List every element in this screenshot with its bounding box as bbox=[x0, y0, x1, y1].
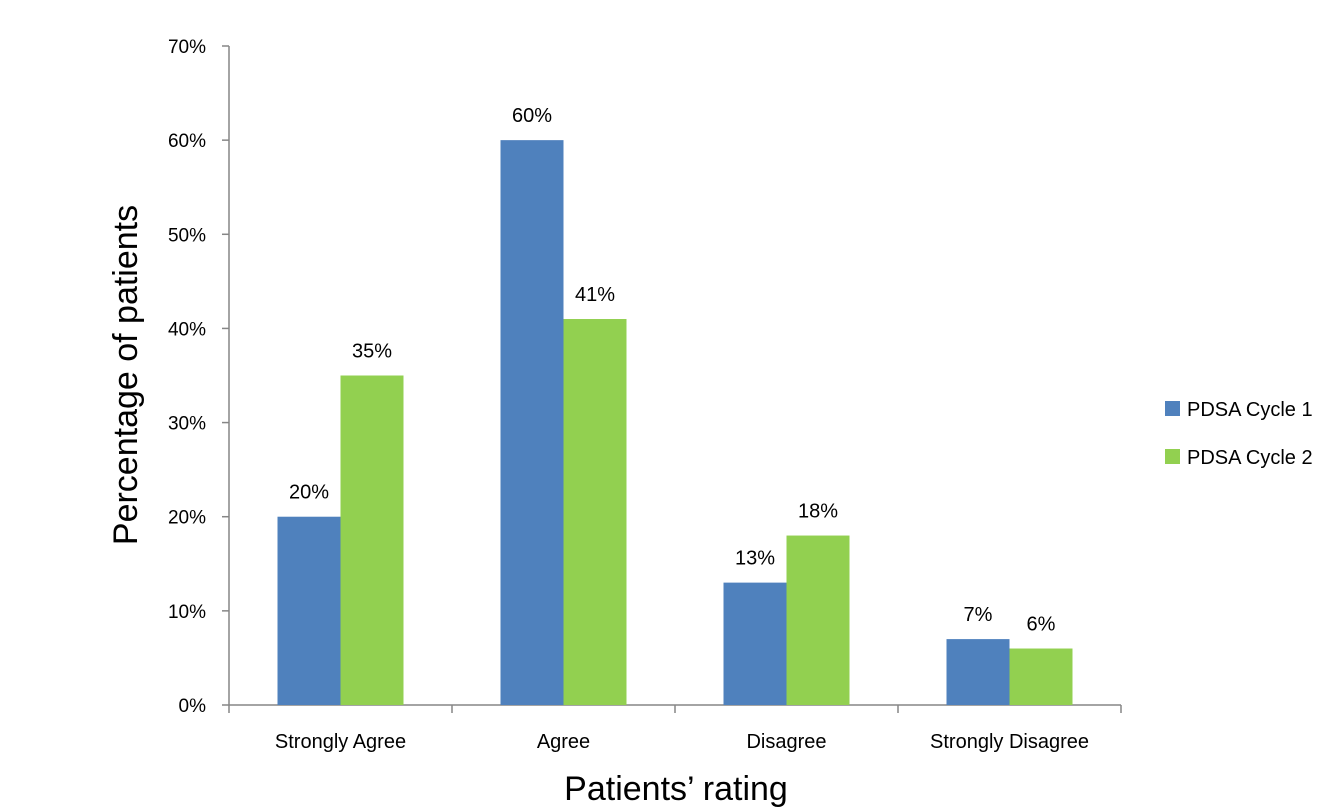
y-axis-title: Percentage of patients bbox=[107, 205, 145, 545]
bar bbox=[723, 582, 787, 705]
y-tick-label: 10% bbox=[168, 602, 206, 623]
data-label: 20% bbox=[289, 482, 329, 504]
bar bbox=[1009, 648, 1073, 705]
x-tick-label: Disagree bbox=[746, 731, 826, 753]
data-label: 35% bbox=[352, 341, 392, 363]
bar bbox=[946, 639, 1010, 705]
x-tick-label: Strongly Agree bbox=[275, 731, 406, 753]
legend-label: PDSA Cycle 2 bbox=[1187, 447, 1313, 469]
data-label: 6% bbox=[1027, 614, 1056, 636]
bar bbox=[786, 535, 850, 705]
y-tick-label: 70% bbox=[168, 37, 206, 58]
x-axis-title: Patients’ rating bbox=[564, 770, 788, 808]
bar bbox=[277, 516, 341, 705]
bar bbox=[563, 319, 627, 705]
plot-area: 0% 10% 20% 30% 40% 50% 60% 70% 20% 35% Strongly Ag… bbox=[168, 37, 1122, 753]
y-tick-label: 40% bbox=[168, 319, 206, 340]
legend-swatch bbox=[1165, 401, 1180, 416]
bar bbox=[500, 140, 564, 706]
x-tick-label: Strongly Disagree bbox=[930, 731, 1089, 753]
y-tick-label: 30% bbox=[168, 414, 206, 435]
data-label: 7% bbox=[964, 604, 993, 626]
bar bbox=[340, 375, 404, 705]
data-label: 41% bbox=[575, 284, 615, 306]
data-label: 13% bbox=[735, 548, 775, 570]
y-tick-label: 50% bbox=[168, 225, 206, 246]
y-tick-label: 60% bbox=[168, 131, 206, 152]
x-tick-label: Agree bbox=[537, 731, 590, 753]
data-label: 60% bbox=[512, 105, 552, 127]
y-tick-label: 20% bbox=[168, 508, 206, 529]
legend-swatch bbox=[1165, 449, 1180, 464]
data-label: 18% bbox=[798, 501, 838, 523]
legend-label: PDSA Cycle 1 bbox=[1187, 399, 1313, 421]
y-tick-label: 0% bbox=[179, 696, 207, 717]
legend: PDSA Cycle 1 PDSA Cycle 2 bbox=[1165, 399, 1313, 469]
